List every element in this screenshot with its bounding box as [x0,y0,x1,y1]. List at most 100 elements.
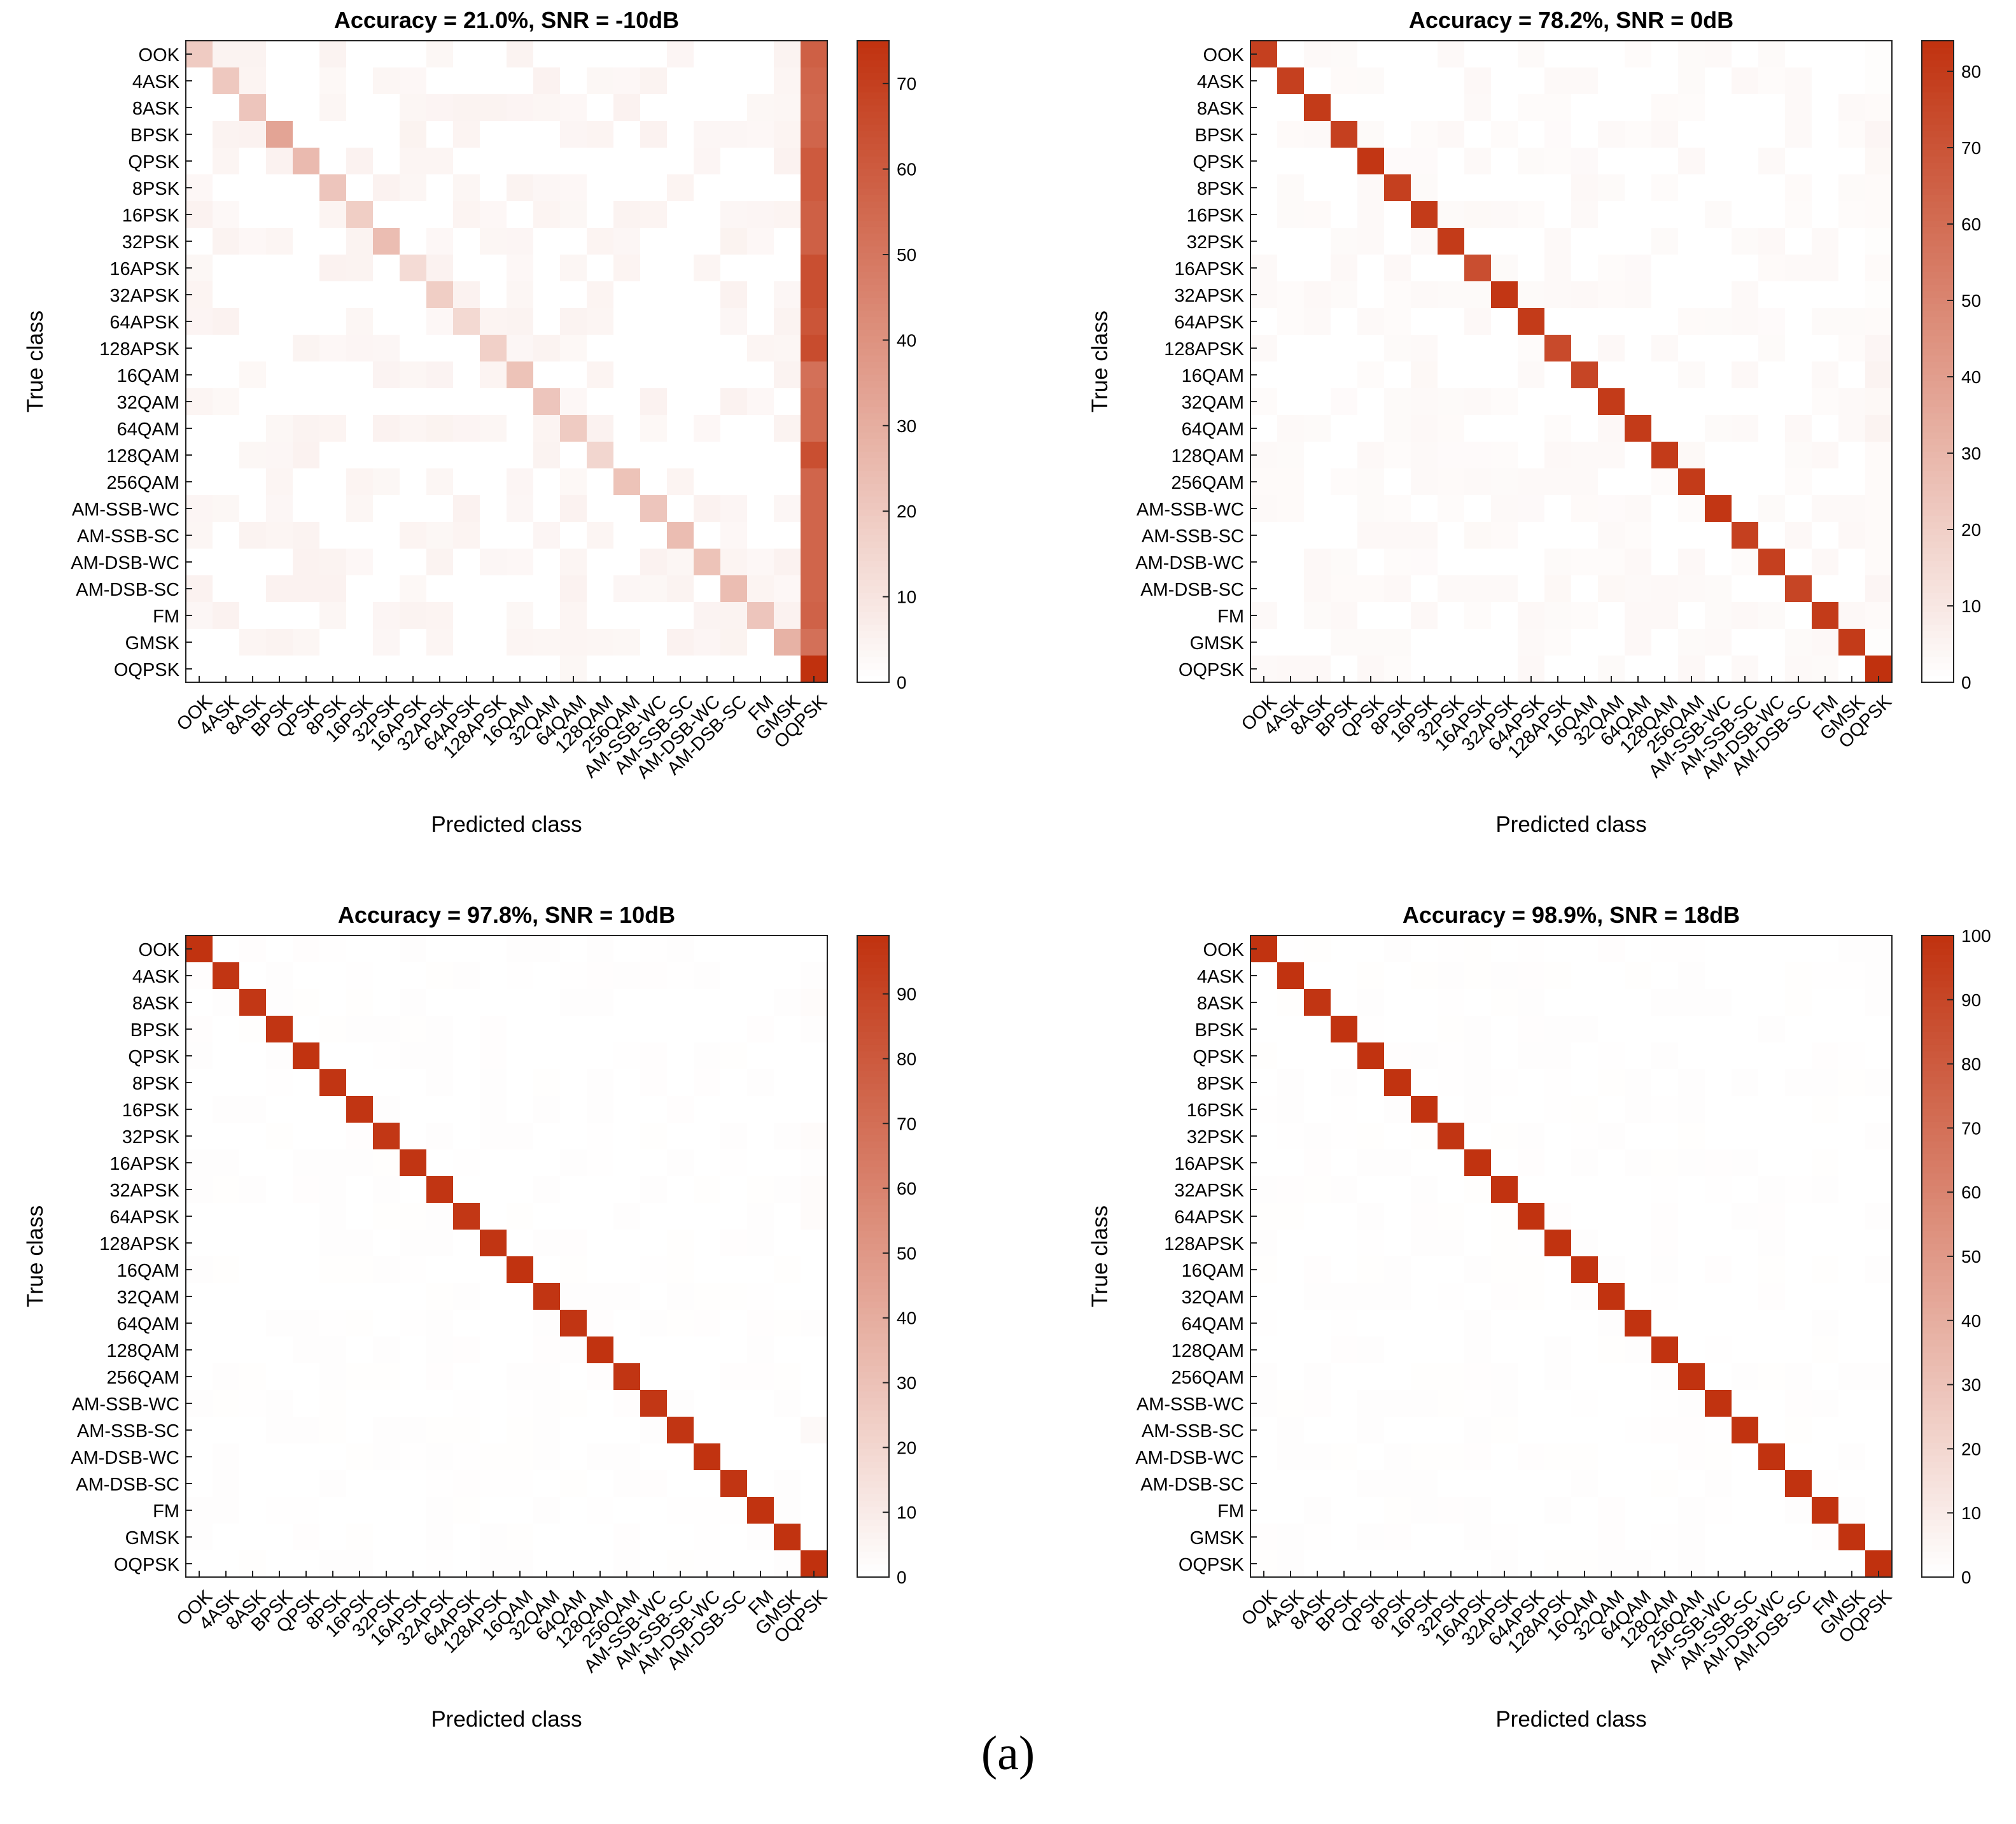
matrix-cell [1678,1149,1705,1177]
matrix-cell [1865,1176,1893,1203]
matrix-cell [1491,94,1518,122]
matrix-cell [587,522,614,549]
matrix-cell [694,1524,721,1551]
matrix-cell [747,1176,774,1203]
colorbar-segment [1922,98,1954,106]
matrix-cell [507,1443,534,1471]
matrix-cell [239,468,267,496]
matrix-cell [1651,1336,1679,1364]
y-tick-label: AM-DSB-WC [71,553,179,573]
matrix-cell [1785,1524,1812,1551]
matrix-cell [1411,1524,1438,1551]
matrix-cell [1357,67,1385,95]
matrix-cell [1625,148,1652,175]
matrix-cell [1865,962,1893,990]
matrix-cell [1518,1149,1545,1177]
matrix-cell [1705,201,1732,228]
matrix-cell [1732,1310,1759,1337]
matrix-cell [640,629,668,656]
matrix-cell [346,1363,374,1391]
matrix-cell [747,335,774,362]
matrix-cell [266,1390,293,1417]
matrix-cell [1705,94,1732,122]
matrix-cell [747,629,774,656]
matrix-cell [1865,495,1893,523]
matrix-cell [640,442,668,469]
matrix-cell [213,468,240,496]
matrix-cell [1384,1390,1411,1417]
colorbar-segment [857,675,889,683]
matrix-cell [747,94,774,122]
matrix-cell [1571,629,1599,656]
matrix-cell [1865,255,1893,282]
matrix-cell [1651,1443,1679,1471]
matrix-cell [667,308,694,335]
colorbar-segment [1922,271,1954,279]
matrix-cell [239,1042,267,1070]
y-tick-label: 128APSK [99,339,179,360]
matrix-cell [293,1283,320,1310]
matrix-cell [1544,1203,1572,1230]
matrix-cell [239,1230,267,1257]
matrix-cell [1758,442,1786,469]
matrix-cell [426,1042,454,1070]
colorbar-segment [857,1538,889,1546]
colorbar-segment [857,1480,889,1488]
y-tick-label: AM-DSB-WC [71,1448,179,1468]
colorbar-segment [857,181,889,189]
matrix-cell [1438,388,1465,416]
matrix-cell [667,1069,694,1097]
matrix-cell [507,1336,534,1364]
colorbar-segment [1922,612,1954,619]
matrix-cell [1304,962,1331,990]
matrix-cell [1518,1310,1545,1337]
matrix-cell [587,255,614,282]
colorbar-segment [1922,1217,1954,1225]
matrix-cell [1812,1123,1839,1150]
matrix-cell [1491,1310,1518,1337]
matrix-cell [266,1069,293,1097]
colorbar-segment [1922,1249,1954,1257]
matrix-cell [747,308,774,335]
matrix-cell [319,1123,347,1150]
matrix-cell [453,1069,480,1097]
matrix-cell [1651,575,1679,603]
matrix-cell [1411,1443,1438,1471]
matrix-cell [400,201,427,228]
matrix-cell [373,1417,400,1444]
colorbar-segment [1922,374,1954,381]
matrix-cell [1732,1524,1759,1551]
matrix-cell [720,335,748,362]
matrix-cell [1812,388,1839,416]
matrix-cell [533,1123,561,1150]
matrix-cell [266,228,293,255]
colorbar-segment [1922,246,1954,253]
matrix-cell [1625,1363,1652,1391]
colorbar-segment [857,150,889,157]
matrix-cell [1304,1470,1331,1498]
colorbar-tick-label: 10 [1961,1503,1981,1523]
matrix-cell [1438,1390,1465,1417]
matrix-cell [1384,468,1411,496]
matrix-cell [400,1123,427,1150]
matrix-cell [640,1336,668,1364]
matrix-cell [1304,201,1331,228]
matrix-cell [1865,94,1893,122]
matrix-cell [266,549,293,576]
matrix-cell [667,1497,694,1524]
matrix-cell [1438,1470,1465,1498]
matrix-cell [587,1283,614,1310]
matrix-cell [266,1016,293,1043]
matrix-cell [1705,1016,1732,1043]
matrix-cell [480,415,507,442]
matrix-cell [1384,255,1411,282]
matrix-cell [346,602,374,629]
matrix-cell [1491,1363,1518,1391]
colorbar-segment [1922,1051,1954,1058]
matrix-cell [801,388,828,416]
matrix-cell [747,522,774,549]
matrix-cell [640,1390,668,1417]
matrix-cell [1732,1417,1759,1444]
matrix-cell [319,1096,347,1123]
matrix-cell [1732,495,1759,523]
